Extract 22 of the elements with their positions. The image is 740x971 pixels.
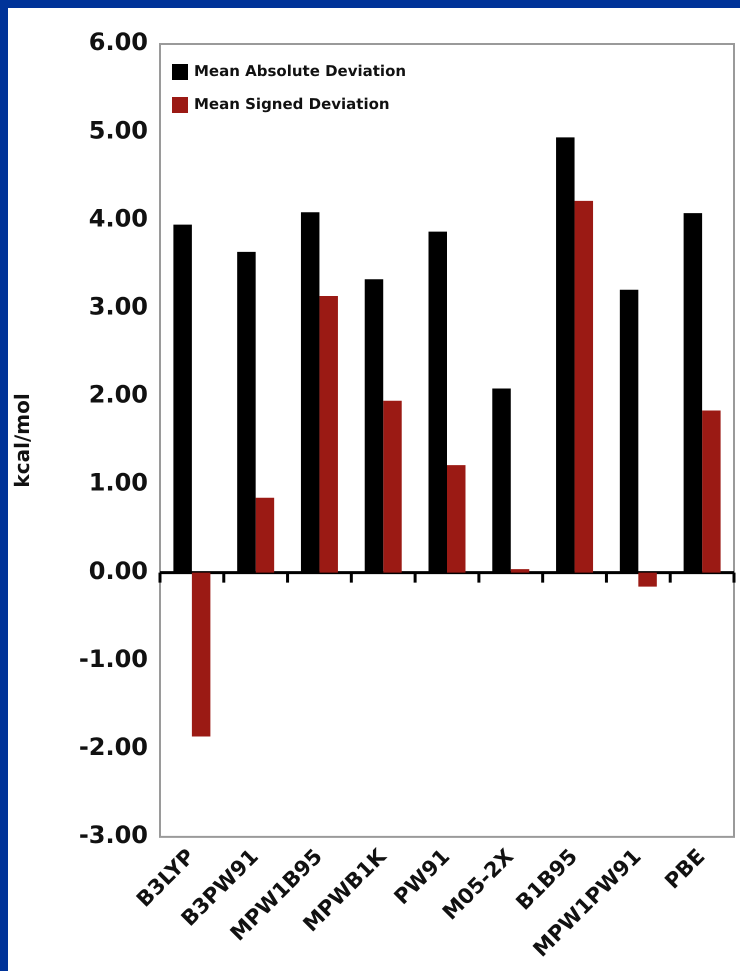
y-axis-title: kcal/mol xyxy=(10,393,34,488)
bar xyxy=(638,572,657,587)
bar xyxy=(192,572,210,736)
y-tick-label: 1.00 xyxy=(88,468,148,497)
legend-label: Mean Signed Deviation xyxy=(194,94,390,113)
y-tick-label: 4.00 xyxy=(88,204,148,232)
y-tick-label: -3.00 xyxy=(78,821,148,850)
bar xyxy=(383,400,402,573)
bar xyxy=(447,465,466,573)
y-tick-label: 0.00 xyxy=(88,556,148,585)
bar xyxy=(574,200,594,573)
bar xyxy=(319,296,338,573)
y-tick-label: -2.00 xyxy=(78,733,148,762)
y-tick-label: 3.00 xyxy=(88,292,148,321)
y-tick-label: 2.00 xyxy=(88,380,148,409)
legend-label: Mean Absolute Deviation xyxy=(194,62,406,80)
y-tick-label: -1.00 xyxy=(78,644,148,673)
bar xyxy=(702,410,721,573)
y-tick-label: 6.00 xyxy=(88,28,148,56)
y-tick-label: 5.00 xyxy=(88,116,148,144)
bar xyxy=(256,498,274,573)
bar xyxy=(510,569,530,573)
